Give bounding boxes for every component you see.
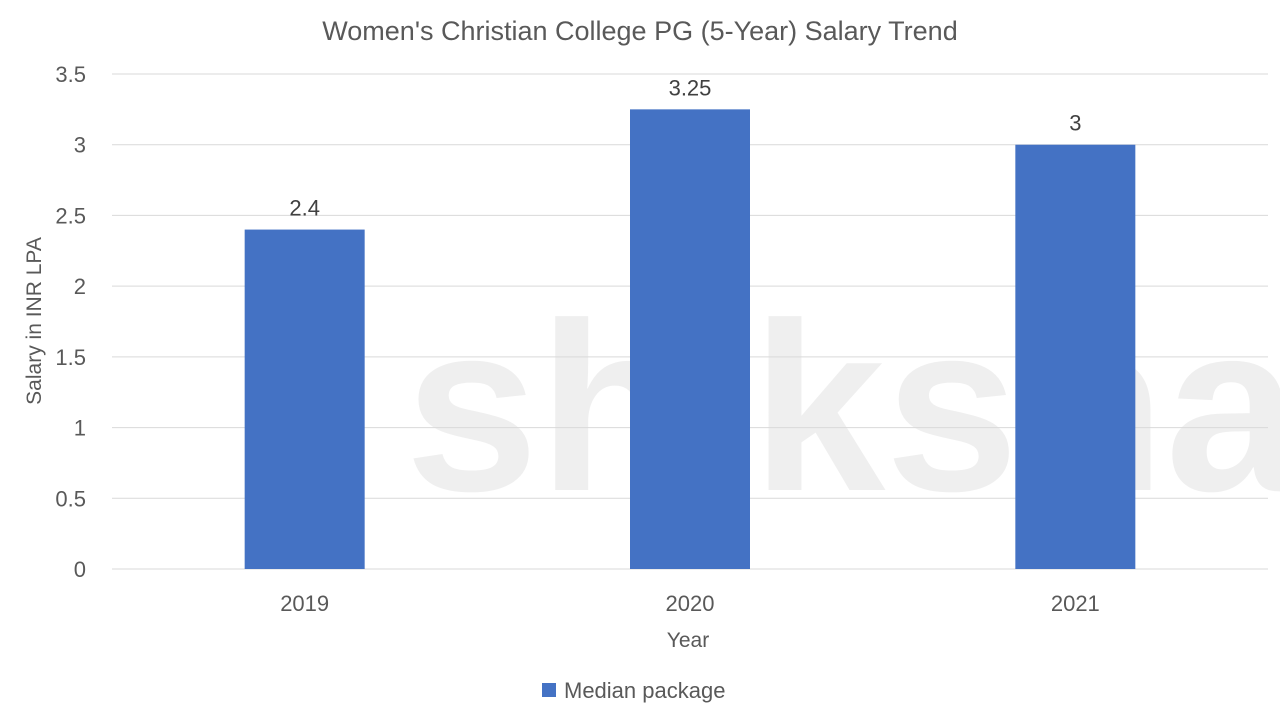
- legend-label: Median package: [564, 678, 725, 703]
- y-tick-label: 2.5: [55, 203, 86, 228]
- watermark-logo: shiksha: [405, 273, 1280, 541]
- y-tick-label: 1: [74, 416, 86, 441]
- y-tick-label: 1.5: [55, 345, 86, 370]
- bar-2020: [630, 109, 750, 569]
- chart-title: Women's Christian College PG (5-Year) Sa…: [322, 16, 957, 46]
- legend-swatch: [542, 683, 556, 697]
- x-tick-label: 2019: [280, 591, 329, 616]
- y-tick-label: 3.5: [55, 62, 86, 87]
- data-label: 2.4: [289, 196, 320, 221]
- data-label: 3.25: [669, 75, 712, 100]
- data-label: 3: [1069, 111, 1081, 136]
- y-tick-label: 0.5: [55, 486, 86, 511]
- bar-2021: [1015, 144, 1136, 569]
- y-tick-label: 2: [74, 274, 86, 299]
- y-axis-label: Salary in INR LPA: [23, 237, 46, 405]
- y-tick-label: 0: [74, 557, 86, 582]
- y-tick-label: 3: [74, 133, 86, 158]
- x-tick-label: 2021: [1051, 591, 1100, 616]
- x-tick-label: 2020: [666, 591, 715, 616]
- bar-2019: [244, 229, 365, 570]
- x-axis-label: Year: [667, 629, 709, 652]
